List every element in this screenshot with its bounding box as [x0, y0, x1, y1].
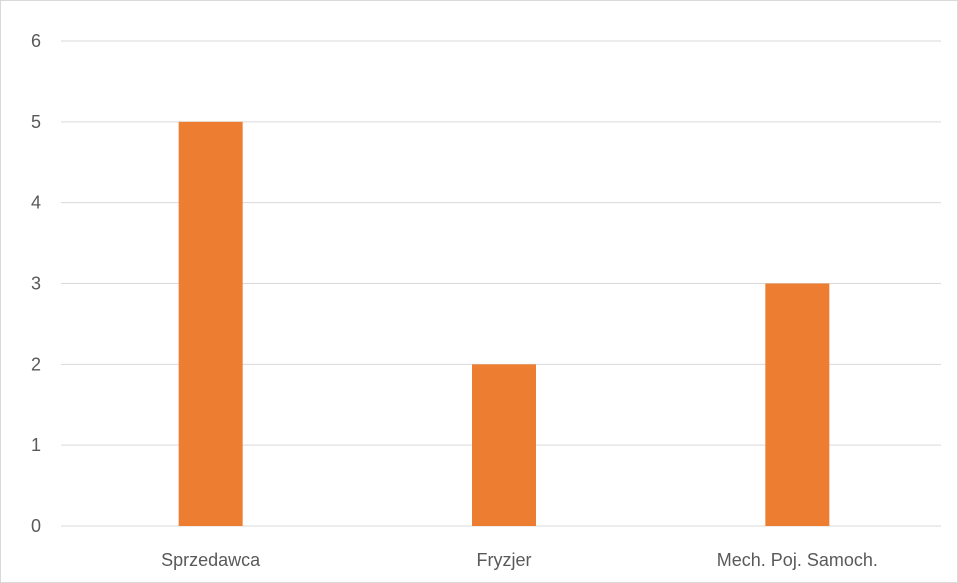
y-axis-tick-labels: 0 1 2 3 4 5 6 [31, 31, 41, 536]
y-tick-label: 1 [31, 435, 41, 455]
y-tick-label: 6 [31, 31, 41, 51]
y-tick-label: 0 [31, 516, 41, 536]
x-category-label: Sprzedawca [161, 550, 261, 570]
bar-fryzjer [472, 364, 536, 526]
y-tick-label: 2 [31, 354, 41, 374]
y-tick-label: 5 [31, 112, 41, 132]
bars [178, 121, 830, 526]
bar-mech-poj-samoch [765, 283, 830, 526]
x-category-label: Fryzjer [477, 550, 532, 570]
x-axis-category-labels: Sprzedawca Fryzjer Mech. Poj. Samoch. [161, 550, 878, 570]
y-tick-label: 3 [31, 274, 41, 294]
bar-sprzedawca [178, 121, 243, 526]
y-tick-label: 4 [31, 193, 41, 213]
x-category-label: Mech. Poj. Samoch. [717, 550, 878, 570]
